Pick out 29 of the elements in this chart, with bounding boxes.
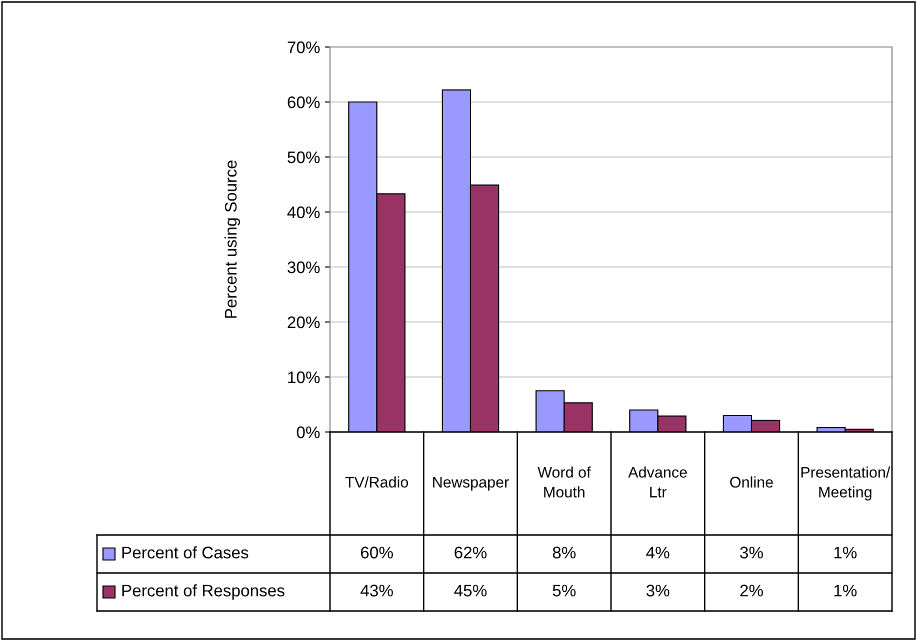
legend-label: Percent of Cases <box>122 546 248 558</box>
y-tick-label: 60% <box>288 96 320 108</box>
y-tick-label: 30% <box>288 261 320 274</box>
x-tick-label: Newspaper <box>433 476 509 491</box>
y-tick-label: 20% <box>288 316 320 328</box>
data-label: 3% <box>646 584 670 596</box>
data-label: 45% <box>454 584 487 596</box>
data-label: 60% <box>361 546 393 558</box>
x-tick-label: Online <box>730 476 773 488</box>
data-label: 4% <box>646 546 670 558</box>
y-tick-label: 50% <box>288 151 320 164</box>
y-tick-label: 40% <box>287 206 320 218</box>
y-axis-title: Percent using Source <box>224 160 240 318</box>
y-tick-label: 70% <box>288 41 320 54</box>
y-tick-label: 0% <box>296 426 320 438</box>
data-label: 62% <box>454 546 487 558</box>
data-label: 8% <box>552 546 576 558</box>
x-tick-label: Presentation/ Meeting <box>801 466 890 501</box>
data-label: 1% <box>834 546 857 558</box>
data-label: 2% <box>740 584 763 596</box>
data-label: 1% <box>834 584 857 596</box>
legend-label: Percent of Responses <box>122 584 284 600</box>
x-tick-label: Word of Mouth <box>538 466 591 498</box>
x-tick-label: TV/Radio <box>345 476 408 488</box>
x-tick-label: Advance Ltr <box>628 466 687 498</box>
data-label: 43% <box>360 584 393 596</box>
data-label: 5% <box>552 584 576 596</box>
data-label: 3% <box>740 546 763 558</box>
y-tick-label: 10% <box>288 371 320 384</box>
